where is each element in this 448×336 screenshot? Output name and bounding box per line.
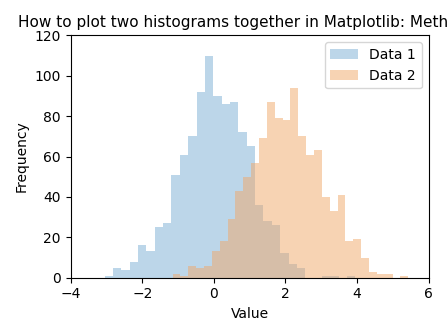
Bar [322,197,330,278]
Bar [369,272,377,278]
Bar [322,276,331,278]
Bar [361,257,369,278]
Bar [228,219,235,278]
Bar [113,267,121,278]
Bar [222,104,230,278]
Bar [330,211,337,278]
Title: How to plot two histograms together in Matplotlib: Method 1: How to plot two histograms together in M… [18,15,448,30]
X-axis label: Value: Value [231,307,269,321]
Bar [213,96,222,278]
Bar [146,251,155,278]
Bar [297,267,305,278]
Bar [347,276,356,278]
Bar [197,92,205,278]
Bar [220,241,228,278]
Bar [238,132,247,278]
Bar [267,102,275,278]
Bar [172,175,180,278]
Bar [263,221,272,278]
Bar [290,88,298,278]
Bar [121,270,129,278]
Bar [212,251,220,278]
Bar [259,138,267,278]
Bar [155,227,163,278]
Bar [401,276,408,278]
Bar [298,136,306,278]
Bar [275,118,283,278]
Bar [138,245,146,278]
Bar [163,223,172,278]
Legend: Data 1, Data 2: Data 1, Data 2 [325,42,422,88]
Bar [247,146,255,278]
Bar [180,155,188,278]
Bar [172,274,181,278]
Bar [204,265,212,278]
Bar [377,274,385,278]
Bar [181,276,188,278]
Bar [188,265,196,278]
Y-axis label: Frequency: Frequency [15,121,29,193]
Bar [230,102,238,278]
Bar [289,263,297,278]
Bar [205,55,213,278]
Bar [235,191,243,278]
Bar [353,239,361,278]
Bar [331,276,339,278]
Bar [188,136,197,278]
Bar [129,261,138,278]
Bar [314,151,322,278]
Bar [255,205,263,278]
Bar [280,253,289,278]
Bar [283,120,290,278]
Bar [196,267,204,278]
Bar [337,195,345,278]
Bar [385,274,392,278]
Bar [272,225,280,278]
Bar [243,177,251,278]
Bar [251,163,259,278]
Bar [345,241,353,278]
Bar [306,155,314,278]
Bar [104,276,113,278]
